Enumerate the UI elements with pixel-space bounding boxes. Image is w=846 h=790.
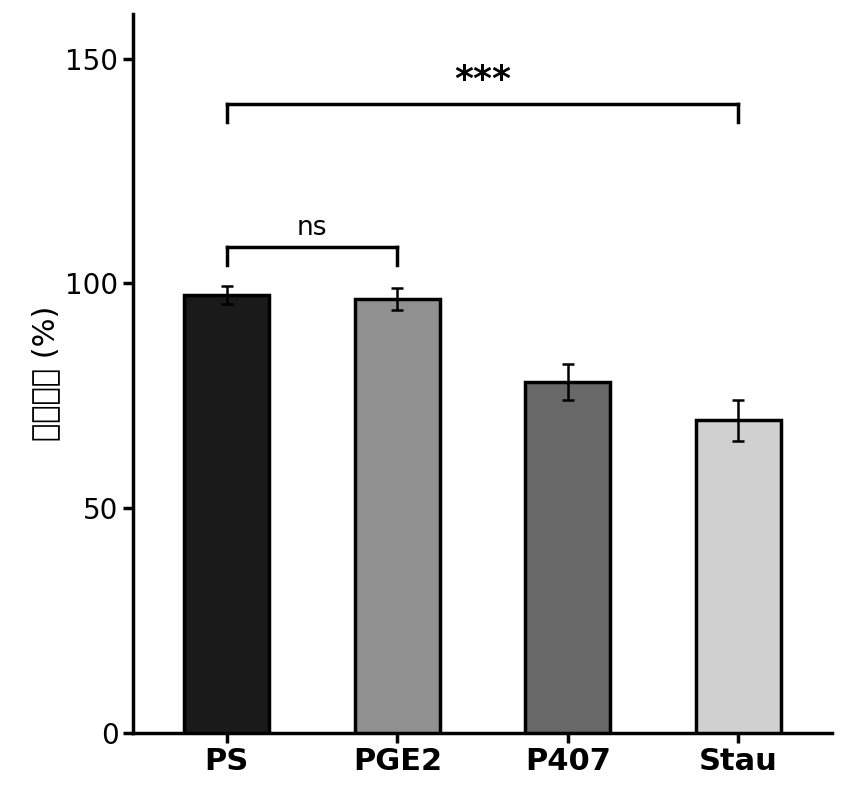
Bar: [695, 420, 781, 732]
Bar: [525, 382, 611, 732]
Text: ns: ns: [297, 215, 327, 241]
Bar: [184, 295, 270, 732]
Text: ***: ***: [454, 63, 511, 97]
Y-axis label: 细胞活率 (%): 细胞活率 (%): [30, 306, 60, 441]
Bar: [354, 299, 440, 732]
